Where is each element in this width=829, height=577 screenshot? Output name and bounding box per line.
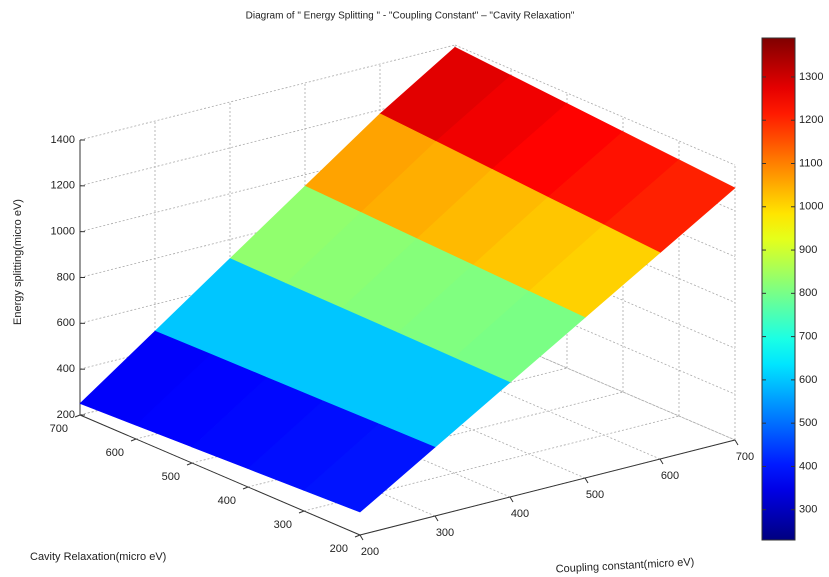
x-tick-label: 400 [511, 508, 529, 520]
grid-line [79, 90, 456, 187]
y-tick-label: 400 [218, 495, 236, 507]
z-tick-label: 200 [57, 409, 75, 421]
y-tick-label: 300 [274, 519, 292, 531]
colorbar-tick-label: 1300 [799, 71, 823, 83]
x-axis-label: Coupling constant(micro eV) [555, 556, 694, 575]
colorbar-tick-label: 500 [799, 417, 817, 429]
z-tick-label: 400 [57, 363, 75, 375]
grid-line [79, 136, 456, 233]
x-tick-label: 300 [436, 527, 454, 539]
y-tick-label: 600 [106, 447, 124, 459]
x-tick [509, 496, 514, 503]
grid-line [454, 273, 736, 395]
colorbar-tick-label: 700 [799, 331, 817, 343]
grid-line [79, 44, 456, 141]
z-tick-label: 1000 [51, 226, 75, 238]
x-tick-label: 700 [736, 451, 754, 463]
colorbar-tick-label: 600 [799, 374, 817, 386]
colorbar-tick-label: 1000 [799, 201, 823, 213]
x-tick-label: 500 [586, 489, 604, 501]
z-axis-label: Energy splitting(micro eV) [12, 199, 24, 325]
colorbar-tick-label: 300 [799, 504, 817, 516]
y-tick [74, 414, 81, 418]
colorbar-tick-label: 800 [799, 287, 817, 299]
x-tick [359, 534, 364, 541]
x-tick [659, 458, 664, 465]
chart-title: Diagram of " Energy Splitting " - "Coupl… [246, 11, 575, 22]
axis-line [359, 439, 736, 536]
y-tick-label: 500 [162, 471, 180, 483]
z-tick-label: 1400 [51, 134, 75, 146]
y-tick [130, 438, 137, 442]
x-tick-label: 200 [361, 546, 379, 558]
colorbar-tick-label: 900 [799, 244, 817, 256]
x-tick [734, 439, 739, 446]
axis-line [79, 414, 361, 536]
colorbar-tick-label: 400 [799, 460, 817, 472]
z-tick-label: 1200 [51, 180, 75, 192]
y-axis-label: Cavity Relaxation(micro eV) [30, 551, 166, 563]
z-tick-label: 800 [57, 271, 75, 283]
y-tick-label: 700 [50, 423, 68, 435]
colorbar-tick-label: 1200 [799, 114, 823, 126]
x-tick [434, 515, 439, 522]
y-tick [298, 510, 305, 514]
x-tick-label: 600 [661, 470, 679, 482]
z-tick-label: 600 [57, 317, 75, 329]
y-tick-label: 200 [330, 543, 348, 555]
y-tick [186, 462, 193, 466]
colorbar-tick-label: 1100 [799, 157, 823, 169]
colorbar [761, 37, 796, 541]
y-tick [242, 486, 249, 490]
surface-patch [303, 423, 436, 513]
grid-line [454, 44, 736, 166]
y-tick [354, 534, 361, 538]
x-tick [584, 477, 589, 484]
